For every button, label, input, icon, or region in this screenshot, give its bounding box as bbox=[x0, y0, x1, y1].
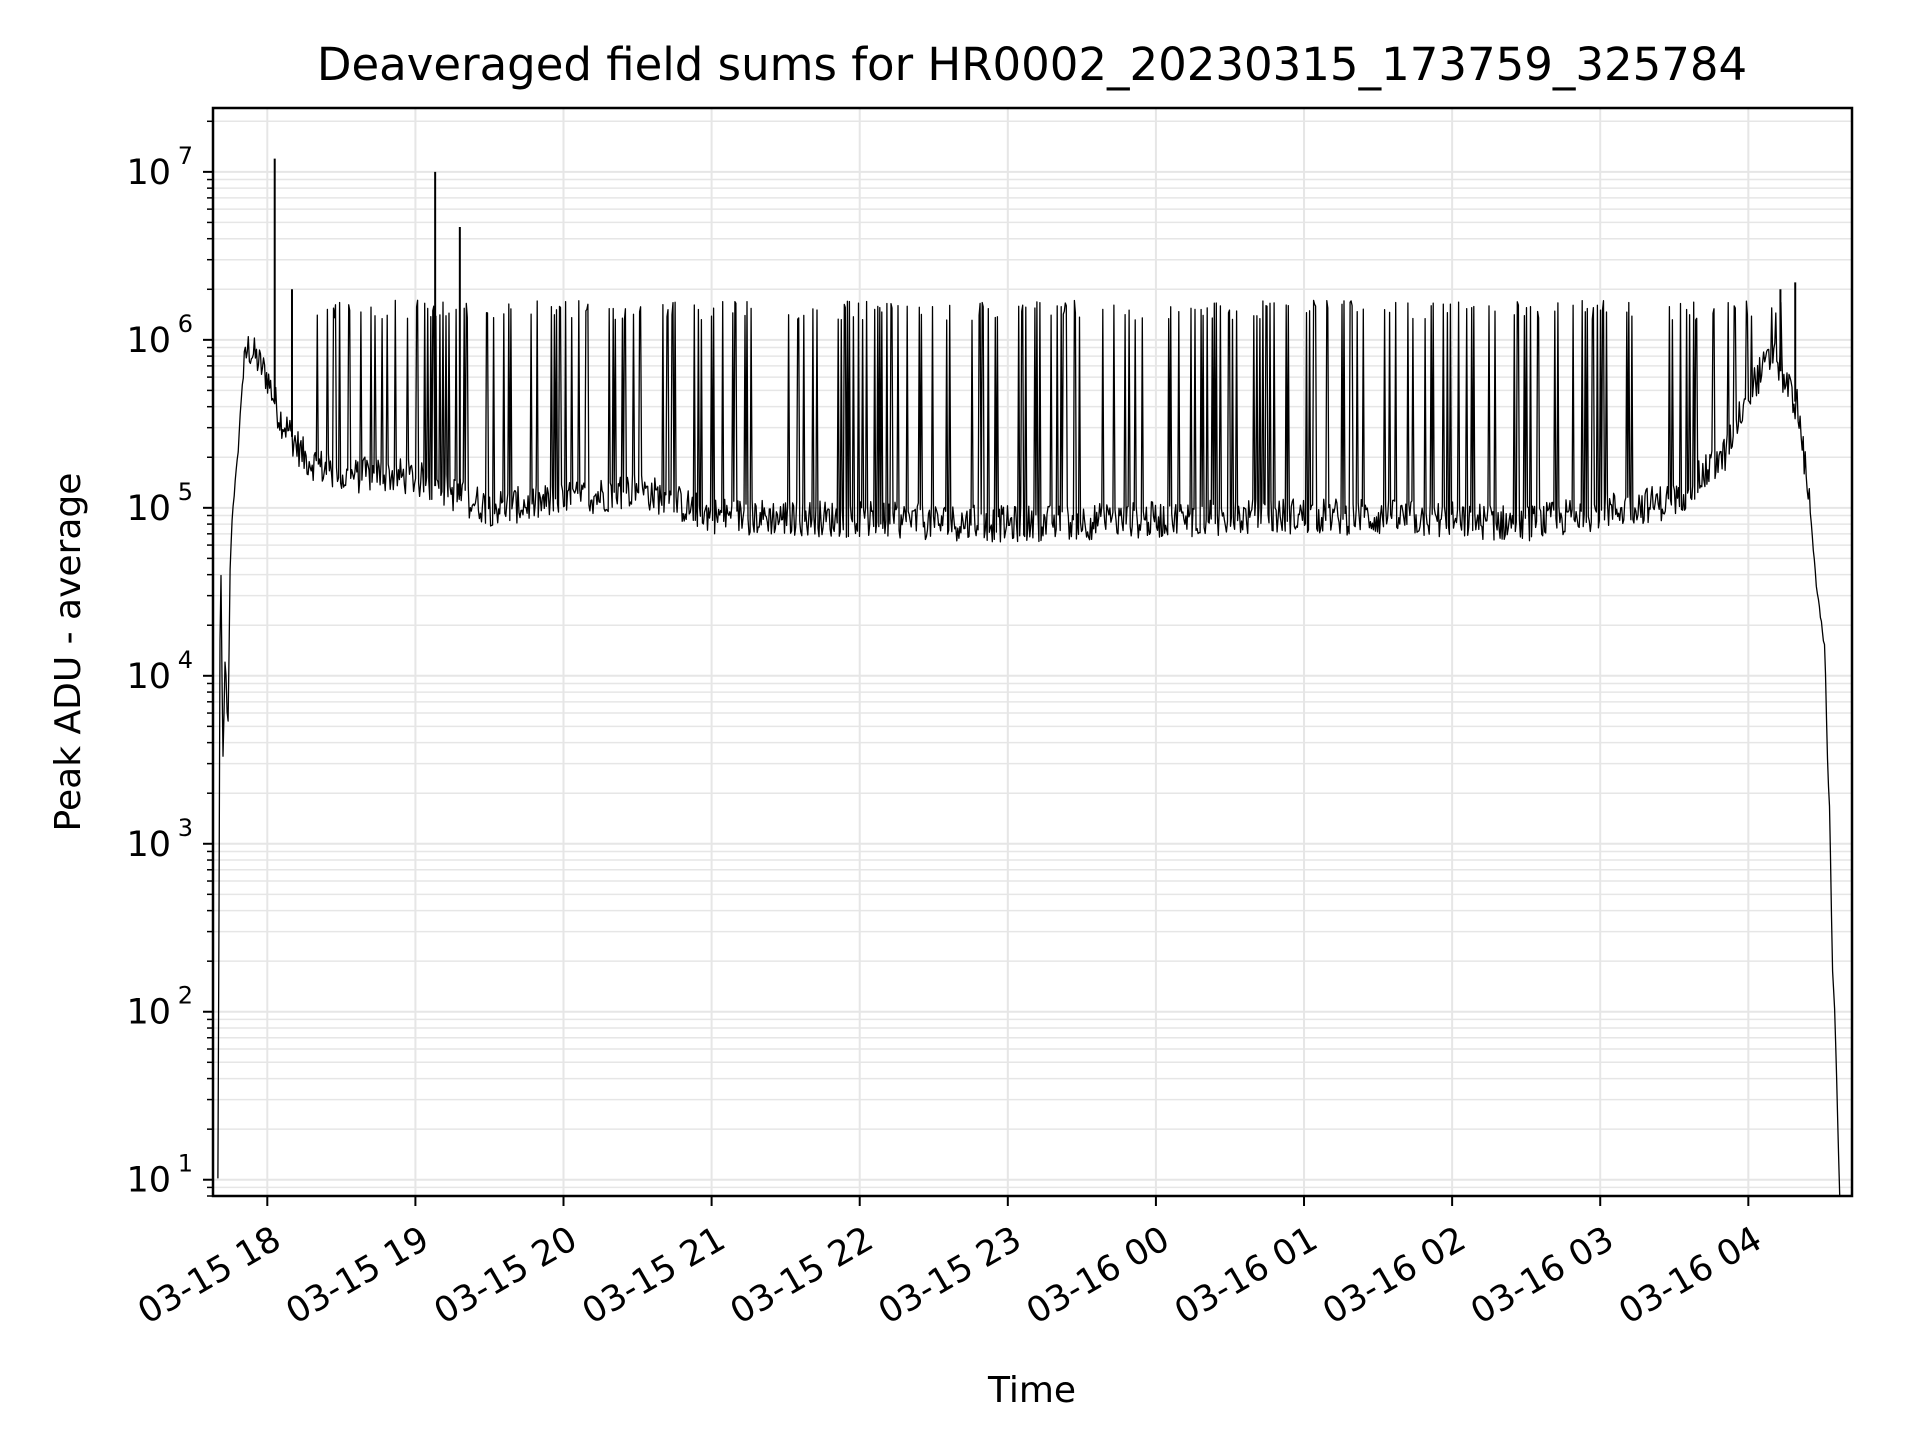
y-tick-label: 10 bbox=[126, 993, 171, 1033]
y-tick-label: 10 bbox=[126, 489, 171, 529]
y-tick-label: 10 bbox=[126, 657, 171, 697]
y-tick-label: 10 bbox=[126, 1161, 171, 1201]
series-line bbox=[217, 299, 1841, 1196]
y-tick-label: 10 bbox=[126, 153, 171, 193]
tick-marks bbox=[203, 120, 1750, 1206]
y-tick-exponent: 6 bbox=[178, 310, 193, 338]
y-tick-exponent: 2 bbox=[178, 982, 193, 1010]
y-tick-exponent: 4 bbox=[178, 646, 193, 674]
y-tick-exponent: 3 bbox=[178, 814, 193, 842]
y-tick-label: 10 bbox=[126, 321, 171, 361]
y-axis-label: Peak ADU - average bbox=[48, 473, 89, 832]
series-group bbox=[217, 158, 1841, 1196]
chart-title: Deaveraged field sums for HR0002_2023031… bbox=[317, 38, 1747, 91]
y-tick-exponent: 1 bbox=[178, 1150, 193, 1178]
y-tick-exponent: 5 bbox=[178, 478, 193, 506]
y-tick-label: 10 bbox=[126, 825, 171, 865]
grid bbox=[213, 108, 1852, 1197]
y-tick-exponent: 7 bbox=[178, 142, 193, 170]
plot-frame bbox=[211, 106, 1854, 1198]
x-axis-label: Time bbox=[987, 1370, 1076, 1411]
